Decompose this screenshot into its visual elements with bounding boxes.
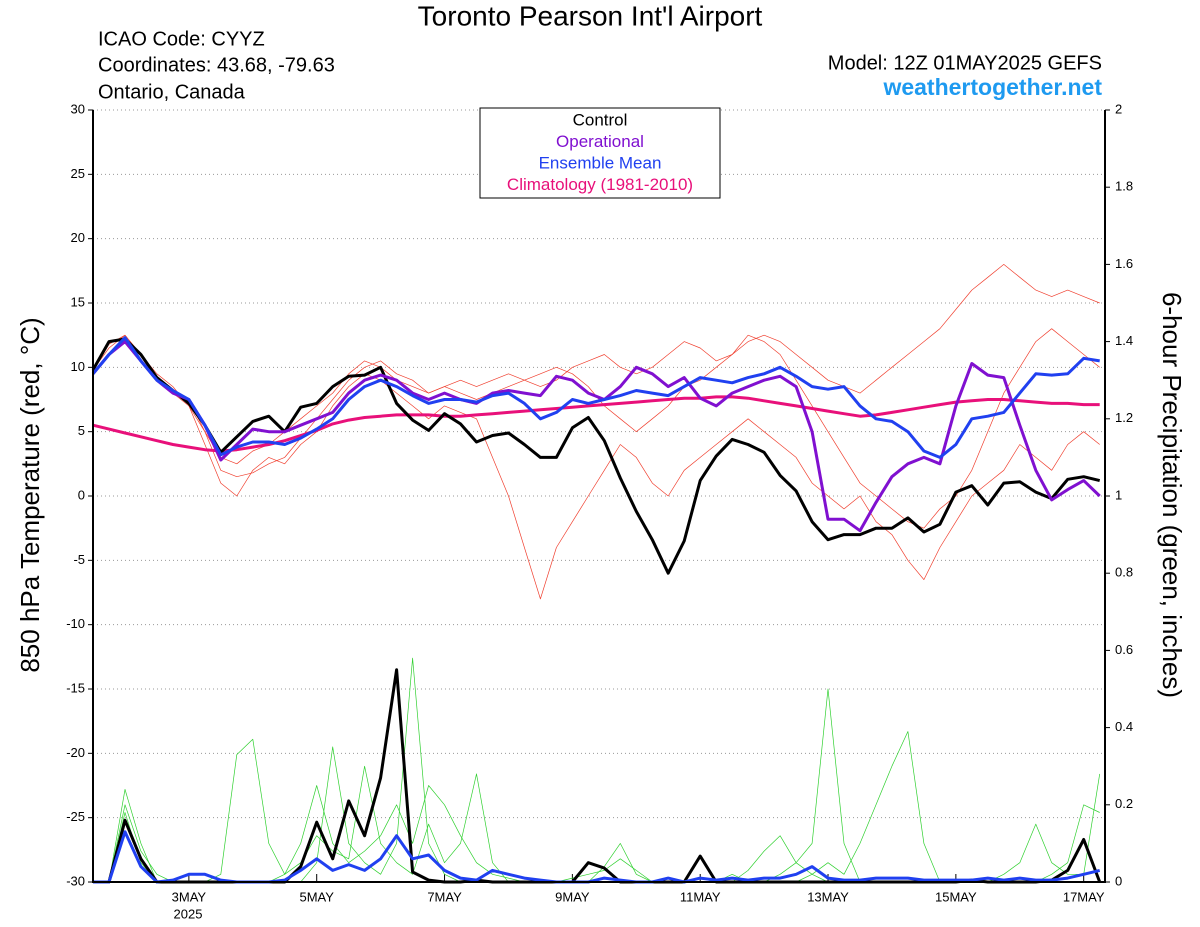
legend-entry: Operational (556, 132, 644, 151)
y-tick-label: 5 (78, 423, 85, 438)
series-line (91, 336, 1100, 459)
y-tick-label: 0 (78, 487, 85, 502)
series-line (93, 731, 1100, 883)
model-label: Model: 12Z 01MAY2025 GEFS (828, 52, 1102, 74)
y2-tick-label: 0.6 (1115, 642, 1133, 657)
legend-entry: Control (573, 110, 628, 129)
y2-tick-label: 1 (1115, 487, 1122, 502)
info-line: Ontario, Canada (98, 81, 246, 103)
y2-tick-label: 0 (1115, 873, 1122, 888)
x-tick-label: 3MAY (172, 889, 207, 904)
y2-tick-label: 1.6 (1115, 256, 1133, 271)
legend-entry: Climatology (1981-2010) (507, 175, 693, 194)
y2-tick-label: 1.8 (1115, 179, 1133, 194)
series-line (92, 264, 1100, 465)
x-tick-label: 13MAY (807, 889, 849, 904)
x-tick-label: 15MAY (935, 889, 977, 904)
y-tick-label: -10 (66, 616, 85, 631)
y2-tick-label: 0.2 (1115, 796, 1133, 811)
x-tick-label: 5MAY (299, 889, 334, 904)
y2-tick-label: 0.8 (1115, 565, 1133, 580)
y2-tick-label: 1.2 (1115, 410, 1133, 425)
year-label: 2025 (174, 906, 203, 921)
y2-tick-label: 0.4 (1115, 719, 1133, 734)
chart-title: Toronto Pearson Int'l Airport (418, 0, 763, 31)
y-tick-label: -15 (66, 680, 85, 695)
x-tick-label: 17MAY (1063, 889, 1105, 904)
y-tick-label: -20 (66, 745, 85, 760)
series-line (91, 340, 1101, 533)
y2-tick-label: 2 (1115, 101, 1122, 116)
y-tick-label: -30 (66, 873, 85, 888)
site-label: weathertogether.net (882, 74, 1102, 100)
y2-axis-label: 6-hour Precipitation (green, inches) (1157, 292, 1187, 698)
series-line (93, 657, 1100, 883)
y-tick-label: 15 (71, 294, 85, 309)
x-tick-label: 11MAY (680, 889, 721, 904)
y-tick-label: 10 (71, 359, 85, 374)
y-tick-label: -25 (66, 809, 85, 824)
y-tick-label: 30 (71, 101, 85, 116)
y-tick-label: 20 (71, 230, 85, 245)
series-line (92, 395, 1100, 453)
y2-tick-label: 1.4 (1115, 333, 1133, 348)
legend-box (479, 107, 721, 199)
y-axis-label: 850 hPa Temperature (red, °C) (15, 317, 45, 672)
info-line: ICAO Code: CYYZ (98, 28, 265, 50)
legend-entry: Ensemble Mean (539, 153, 662, 172)
y-tick-label: 25 (71, 166, 85, 181)
series-line (92, 341, 1100, 600)
axis-frame (92, 110, 1106, 883)
series-line (93, 668, 1102, 884)
info-line: Coordinates: 43.68, -79.63 (98, 54, 335, 76)
series-line (91, 337, 1101, 575)
x-tick-label: 7MAY (427, 889, 462, 904)
y-tick-label: -5 (73, 552, 85, 567)
x-tick-label: 9MAY (555, 889, 590, 904)
